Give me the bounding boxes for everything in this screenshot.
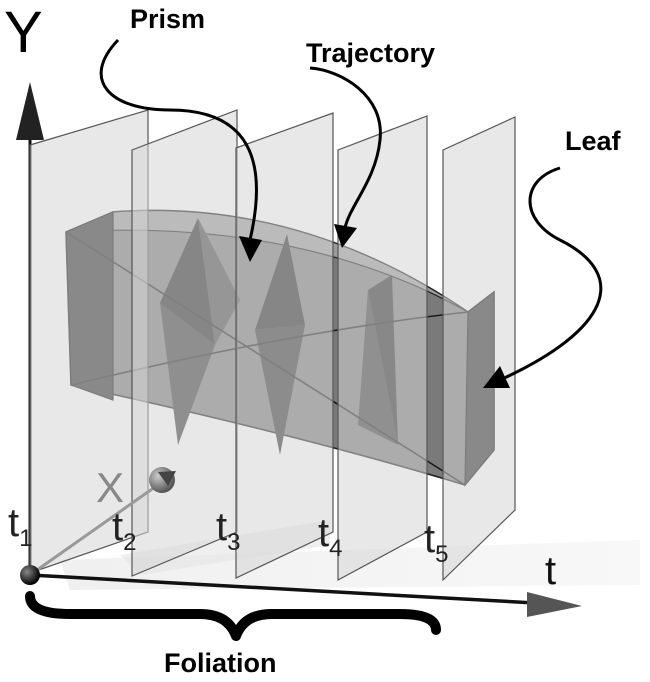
leaf-4 [337,115,428,582]
leaves [29,109,516,582]
foliation-brace [25,591,441,641]
t-axis [29,573,582,617]
y-axis-label: Y [4,0,43,65]
tick-t2: t2 [112,505,136,556]
leaf-5 [442,116,516,582]
prism-pointer [99,38,262,262]
leaf-pointer [483,166,603,388]
x-axis [29,467,176,577]
tick-t4: t4 [318,511,342,562]
trajectory-label: Trajectory [306,38,435,68]
leaf-3 [235,112,334,579]
tick-t1: t1 [8,501,32,552]
prism-label: Prism [130,4,205,34]
leaf-label: Leaf [565,126,622,156]
origin-point [20,565,40,585]
t-axis-label: t [545,549,556,593]
tick-t3: t3 [216,505,240,556]
trajectory-pointer [309,66,382,248]
tick-t5: t5 [424,517,448,568]
foliation-label: Foliation [164,648,276,678]
x-axis-label: X [96,464,124,511]
